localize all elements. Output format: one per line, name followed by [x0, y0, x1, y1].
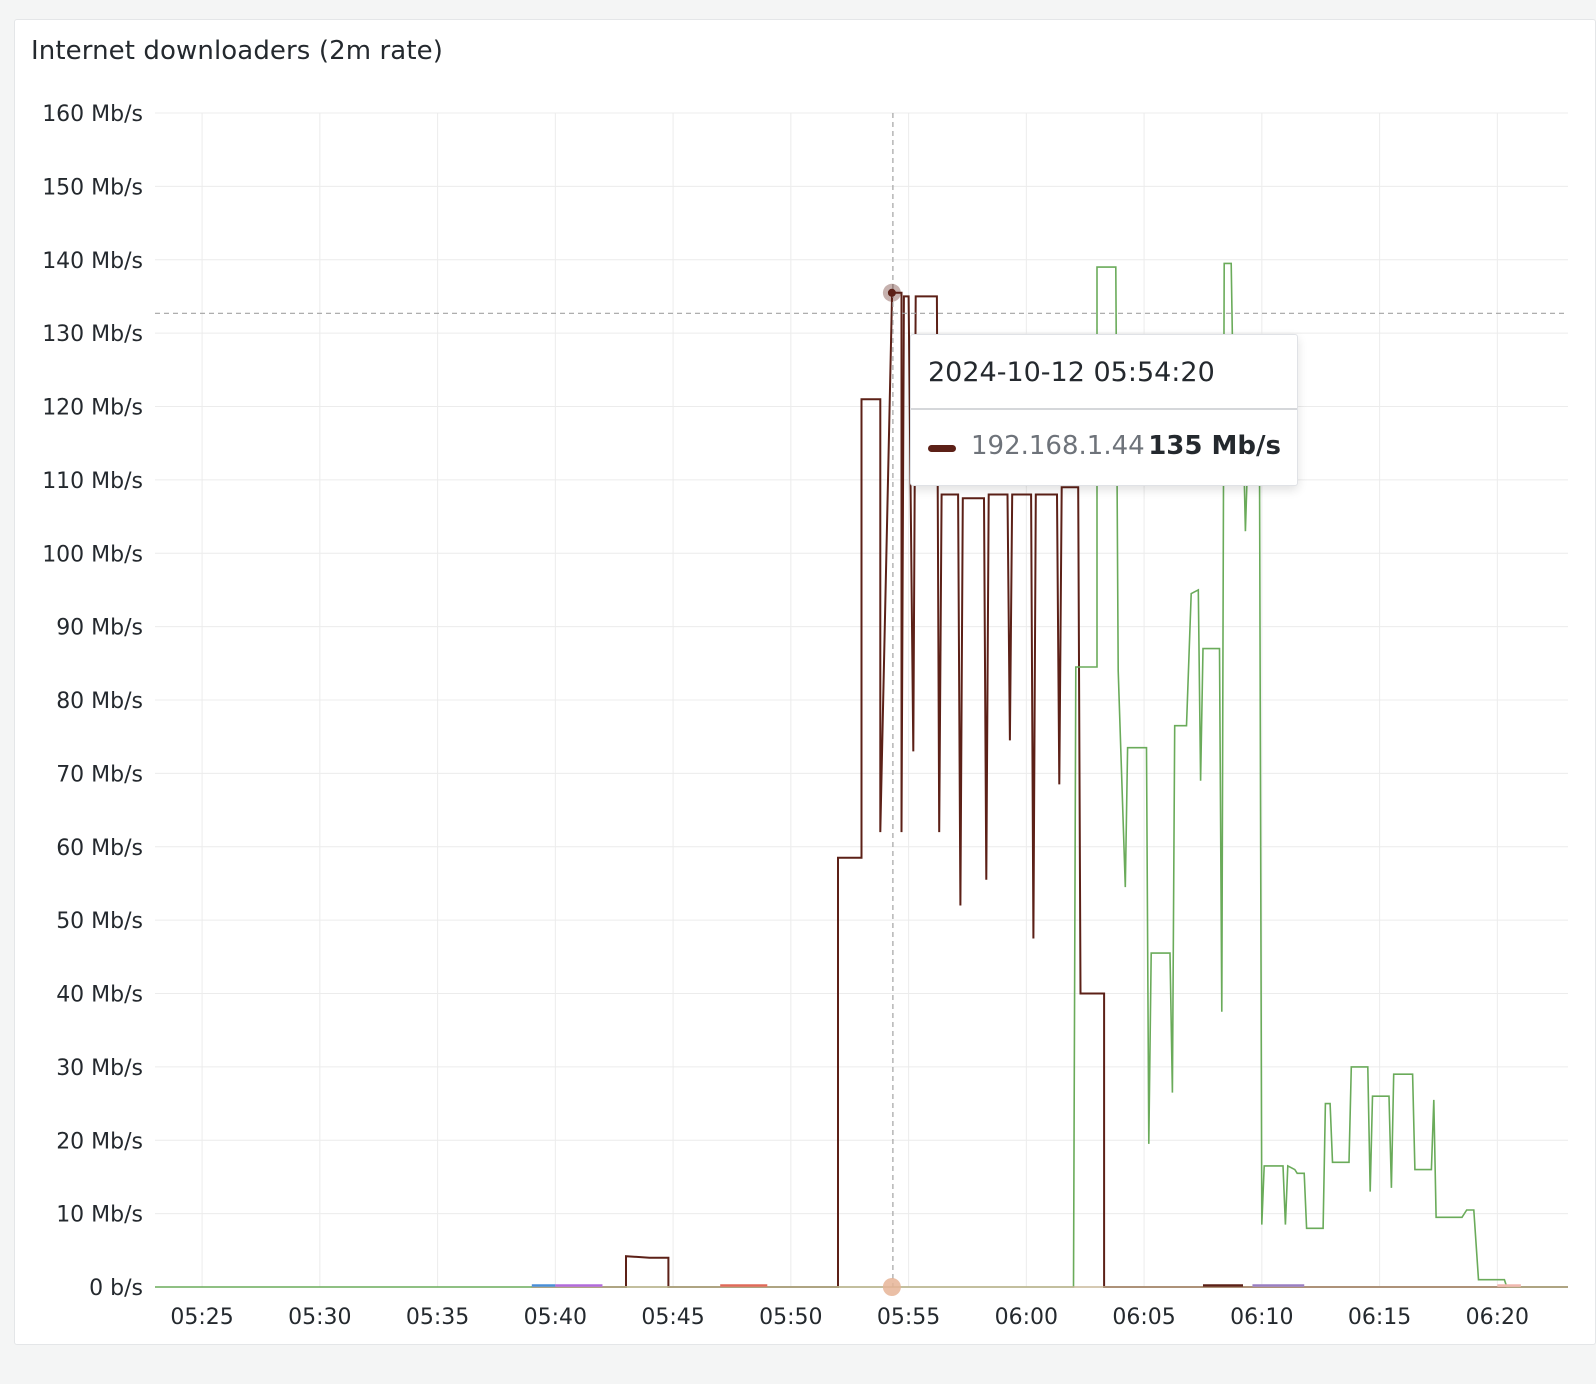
- y-tick-label: 130 Mb/s: [42, 322, 143, 347]
- y-tick-label: 150 Mb/s: [42, 175, 143, 200]
- y-tick-label: 140 Mb/s: [42, 249, 143, 274]
- y-tick-label: 30 Mb/s: [56, 1056, 143, 1081]
- tooltip-row: 192.168.1.44 135 Mb/s: [911, 410, 1297, 486]
- y-tick-label: 100 Mb/s: [42, 542, 143, 567]
- x-axis-ticks: 05:25 05:30 05:35 05:40 05:45 05:50 05:55 06:00…: [170, 1305, 1529, 1330]
- y-tick-label: 120 Mb/s: [42, 396, 143, 421]
- y-tick-label: 0 b/s: [89, 1276, 143, 1301]
- x-tick-label: 06:05: [1112, 1305, 1175, 1330]
- crosshair: [155, 113, 1568, 1296]
- x-tick-label: 06:15: [1348, 1305, 1411, 1330]
- y-tick-label: 80 Mb/s: [56, 689, 143, 714]
- x-tick-label: 05:25: [170, 1305, 233, 1330]
- tooltip: 2024-10-12 05:54:20 192.168.1.44 135 Mb/…: [910, 334, 1298, 486]
- panel-title[interactable]: Internet downloaders (2m rate): [31, 36, 443, 66]
- y-tick-label: 60 Mb/s: [56, 836, 143, 861]
- x-tick-label: 05:55: [877, 1305, 940, 1330]
- hover-point: [887, 288, 896, 297]
- y-tick-label: 90 Mb/s: [56, 616, 143, 641]
- x-tick-label: 05:40: [524, 1305, 587, 1330]
- y-axis-ticks: 0 b/s 10 Mb/s 20 Mb/s 30 Mb/s 40 Mb/s 50 Mb/s…: [42, 102, 143, 1301]
- series-line-0: [531, 291, 1568, 1288]
- series-line-1: [155, 262, 1568, 1288]
- x-tick-label: 06:10: [1230, 1305, 1293, 1330]
- y-tick-label: 110 Mb/s: [42, 469, 143, 494]
- y-tick-label: 160 Mb/s: [42, 102, 143, 127]
- x-tick-label: 05:45: [641, 1305, 704, 1330]
- x-tick-label: 06:20: [1466, 1305, 1529, 1330]
- chart-panel: [14, 19, 1596, 1345]
- x-tick-label: 06:00: [995, 1305, 1058, 1330]
- series-color-swatch: [928, 445, 956, 452]
- y-tick-label: 50 Mb/s: [56, 909, 143, 934]
- y-tick-label: 70 Mb/s: [56, 762, 143, 787]
- x-tick-label: 05:35: [406, 1305, 469, 1330]
- tooltip-time: 2024-10-12 05:54:20: [911, 335, 1297, 410]
- tooltip-value: 135 Mb/s: [1148, 431, 1281, 461]
- y-tick-label: 40 Mb/s: [56, 983, 143, 1008]
- baseline-point: [882, 1278, 901, 1296]
- y-tick-label: 20 Mb/s: [56, 1129, 143, 1154]
- x-tick-label: 05:50: [759, 1305, 822, 1330]
- y-tick-label: 10 Mb/s: [56, 1203, 143, 1228]
- x-tick-label: 05:30: [288, 1305, 351, 1330]
- tooltip-series-name: 192.168.1.44: [971, 431, 1145, 461]
- series-lines: [155, 262, 1568, 1288]
